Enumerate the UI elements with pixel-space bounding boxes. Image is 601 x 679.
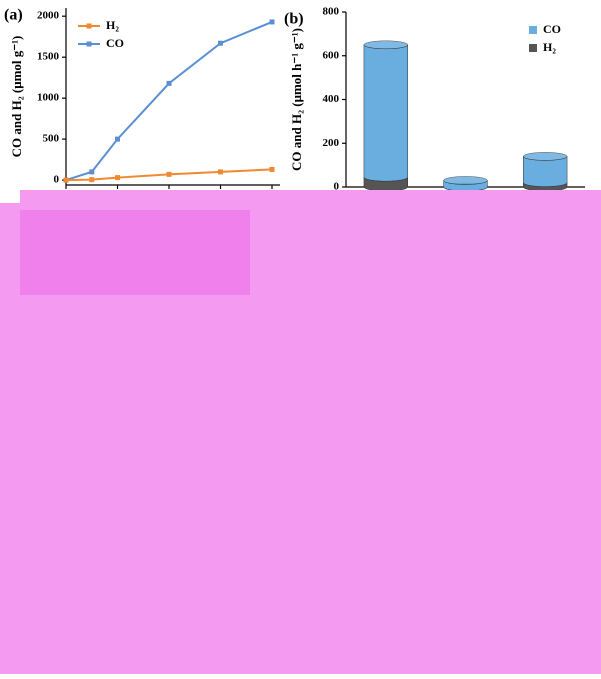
y-tick-label: 800: [323, 6, 340, 18]
series-line: [65, 21, 273, 182]
point: [218, 169, 223, 175]
y-tick-label: 400: [323, 93, 340, 105]
bar: [443, 176, 488, 192]
y-tick-label: 1000: [37, 92, 60, 104]
point: [269, 166, 275, 172]
legend-marker: [86, 41, 92, 47]
y-axis-label: CO and H₂ (μmol g⁻¹): [9, 36, 24, 158]
bar: [523, 152, 568, 187]
y-tick-label: 500: [43, 133, 60, 145]
y-axis-label: CO and H₂ (μmol h⁻¹ g⁻¹): [289, 28, 304, 171]
legend-label: CO: [106, 36, 124, 50]
legend-marker: [529, 44, 537, 52]
legend-label: H₂: [543, 40, 556, 54]
overlay: [20, 190, 601, 204]
point: [269, 19, 275, 25]
panel-label: (a): [4, 7, 23, 24]
cylinder-body: [523, 156, 568, 187]
legend-label: H₂: [106, 18, 119, 32]
point: [115, 175, 120, 181]
point: [63, 177, 69, 183]
point: [166, 80, 172, 86]
y-tick-label: 1500: [37, 51, 60, 63]
bar: [363, 40, 408, 182]
legend-label: CO: [543, 22, 561, 36]
cylinder-top: [443, 176, 488, 185]
panel-label: (b): [284, 11, 304, 28]
legend-marker: [86, 23, 92, 29]
y-tick-label: 2000: [37, 10, 60, 22]
point: [89, 169, 95, 175]
point: [218, 40, 223, 46]
cylinder-body: [363, 44, 408, 182]
y-tick-label: 200: [323, 137, 340, 149]
cylinder-top: [363, 40, 408, 50]
point: [89, 177, 95, 183]
legend-marker: [529, 26, 537, 34]
point: [166, 171, 172, 177]
y-tick-label: 600: [323, 49, 340, 61]
y-tick-label: 0: [54, 174, 60, 186]
point: [115, 136, 120, 142]
overlay-band: [20, 210, 250, 295]
series-line: [65, 168, 273, 182]
cylinder-top: [523, 152, 568, 161]
y-tick-label: 0: [334, 181, 340, 193]
